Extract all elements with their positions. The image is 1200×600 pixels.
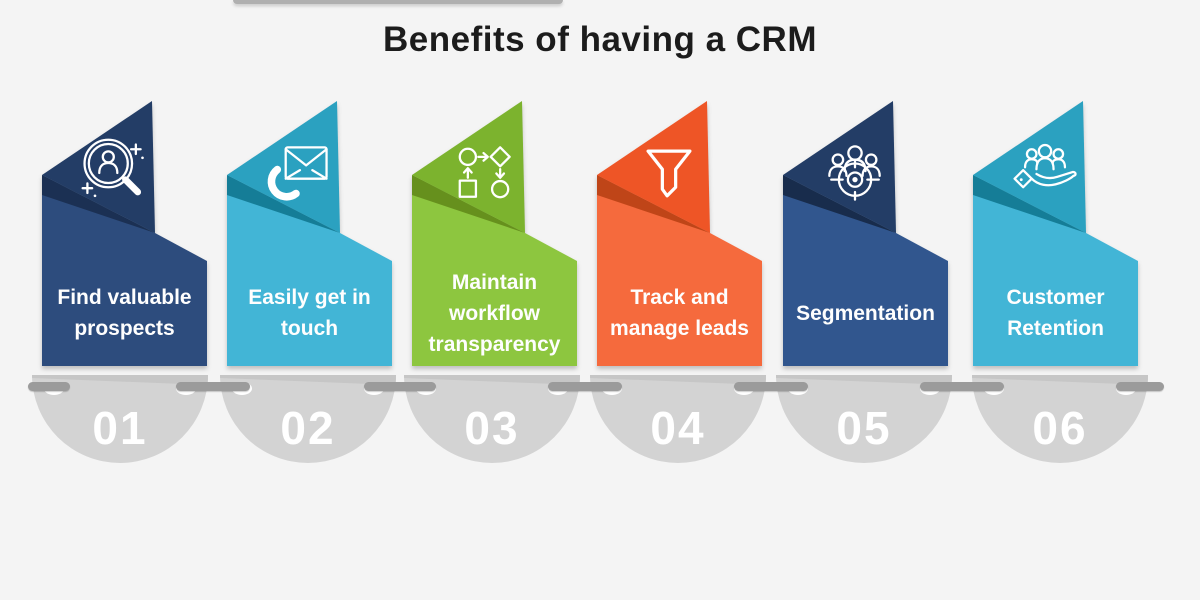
benefit-item: Segmentation	[783, 95, 953, 375]
chain-bar	[364, 382, 436, 391]
benefit-label: Segmentation	[796, 301, 935, 325]
benefit-label: Track and manage leads	[610, 286, 749, 340]
banner-ribbon	[227, 101, 392, 366]
benefit-item: Easily get in touch	[227, 95, 397, 375]
disc-top-band	[972, 375, 1148, 385]
page-title: Benefits of having a CRM	[383, 20, 817, 59]
banner-ribbon	[597, 101, 762, 366]
ribbon-top-triangle	[412, 101, 525, 233]
benefit-item: Maintain workflow transparency	[412, 95, 582, 375]
ribbon-body	[597, 175, 762, 366]
chain-bar	[548, 382, 622, 391]
ribbon-body	[412, 175, 577, 366]
workflow-icon	[446, 135, 522, 211]
chain-bar	[176, 382, 250, 391]
chain-bar	[734, 382, 808, 391]
benefit-label: Find valuable prospects	[57, 286, 192, 340]
ribbon-body	[783, 175, 948, 366]
disc-top-band	[220, 375, 396, 385]
ribbon-body	[973, 175, 1138, 366]
banner-ribbon	[42, 101, 207, 366]
chain-bar	[920, 382, 1004, 391]
benefit-item: Track and manage leads	[597, 95, 767, 375]
step-disc: 03	[404, 375, 580, 463]
funnel-icon	[631, 135, 707, 211]
benefit-label: Easily get in touch	[248, 286, 371, 340]
top-decoration-line	[233, 0, 563, 4]
step-number: 02	[280, 402, 336, 454]
chain-bar	[1116, 382, 1164, 391]
prospect-search-icon	[76, 135, 152, 211]
benefit-item: Find valuable prospects	[42, 95, 212, 375]
benefit-label: Customer Retention	[1006, 286, 1105, 340]
step-number: 01	[92, 402, 148, 454]
disc-top-band	[32, 375, 208, 385]
benefit-item: Customer Retention	[973, 95, 1143, 375]
disc-top-band	[590, 375, 766, 385]
step-number: 05	[836, 402, 892, 454]
disc-top-band	[404, 375, 580, 385]
ribbon-top-triangle	[42, 101, 155, 233]
ribbon-top-triangle	[597, 101, 710, 233]
ribbon-body	[227, 175, 392, 366]
segmentation-icon	[817, 135, 893, 211]
benefit-label: Maintain workflow transparency	[428, 270, 561, 356]
banner-ribbon	[973, 101, 1138, 366]
ribbon-top-triangle	[227, 101, 340, 233]
phone-mail-icon	[261, 135, 337, 211]
ribbon-top-triangle	[973, 101, 1086, 233]
step-number: 06	[1032, 402, 1088, 454]
chain-bar	[28, 382, 70, 391]
disc-top-band	[776, 375, 952, 385]
customer-retention-icon	[1007, 135, 1083, 211]
banner-ribbon	[412, 101, 577, 366]
step-number: 03	[464, 402, 520, 454]
step-number: 04	[650, 402, 706, 454]
ribbon-body	[42, 175, 207, 366]
